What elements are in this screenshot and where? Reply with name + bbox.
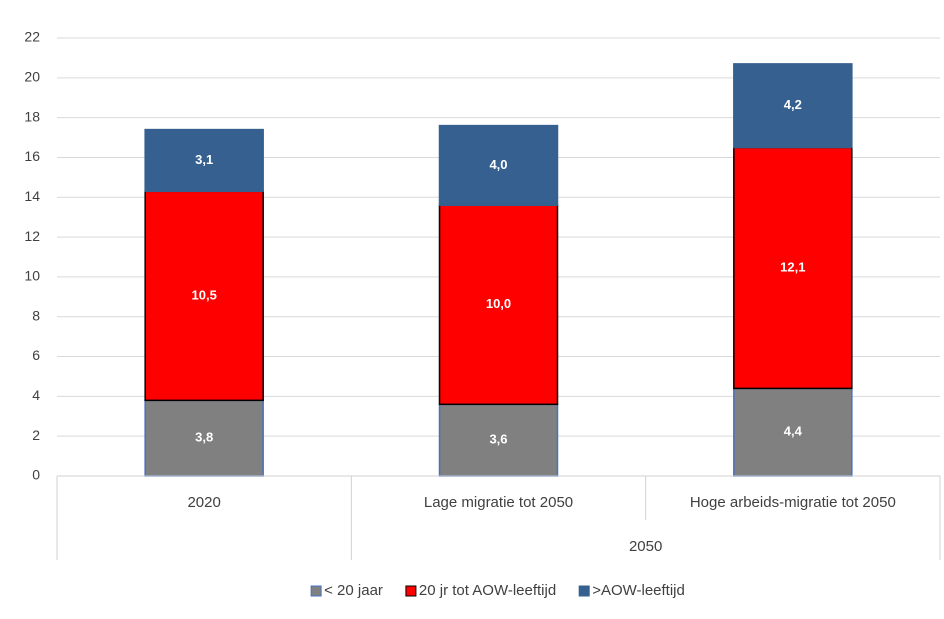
y-tick-label: 12 bbox=[24, 228, 40, 244]
legend-label: >AOW-leeftijd bbox=[592, 582, 685, 599]
bar-segment bbox=[144, 399, 264, 477]
y-tick-label: 14 bbox=[24, 188, 40, 204]
data-label: 4,0 bbox=[489, 157, 507, 172]
y-tick-label: 10 bbox=[24, 268, 40, 284]
bar-segment bbox=[144, 190, 264, 402]
bar-segment bbox=[144, 128, 264, 193]
x-tick-label: Lage migratie tot 2050 bbox=[424, 494, 573, 511]
y-tick-label: 6 bbox=[32, 347, 40, 363]
legend-label: < 20 jaar bbox=[324, 582, 383, 599]
data-label: 4,2 bbox=[784, 97, 802, 112]
y-tick-label: 16 bbox=[24, 148, 40, 164]
y-tick-label: 18 bbox=[24, 108, 40, 124]
y-tick-label: 8 bbox=[32, 307, 40, 323]
x-tick-label: Hoge arbeids-migratie tot 2050 bbox=[690, 494, 896, 511]
bar-segment bbox=[438, 124, 559, 206]
data-label: 3,6 bbox=[489, 432, 507, 447]
y-tick-label: 22 bbox=[24, 29, 40, 45]
y-tick-label: 2 bbox=[32, 427, 40, 443]
bar-segment bbox=[733, 146, 853, 390]
data-label: 10,0 bbox=[486, 296, 511, 311]
data-label: 12,1 bbox=[780, 259, 805, 274]
legend-swatch bbox=[578, 585, 590, 597]
y-tick-label: 20 bbox=[24, 69, 40, 85]
legend-label: 20 jr tot AOW-leeftijd bbox=[419, 582, 556, 599]
y-tick-label: 0 bbox=[32, 467, 40, 483]
data-label: 4,4 bbox=[784, 424, 803, 439]
x-tick-label: 2020 bbox=[187, 494, 220, 511]
data-label: 10,5 bbox=[192, 287, 217, 302]
bar-segment bbox=[733, 63, 853, 149]
bar-segment bbox=[438, 204, 559, 406]
legend-swatch bbox=[405, 585, 417, 597]
y-tick-label: 4 bbox=[32, 387, 40, 403]
bar-segment bbox=[733, 387, 853, 477]
data-label: 3,8 bbox=[195, 430, 213, 445]
group-label: 2050 bbox=[629, 538, 662, 555]
data-label: 3,1 bbox=[195, 152, 213, 167]
legend-swatch bbox=[310, 585, 322, 597]
